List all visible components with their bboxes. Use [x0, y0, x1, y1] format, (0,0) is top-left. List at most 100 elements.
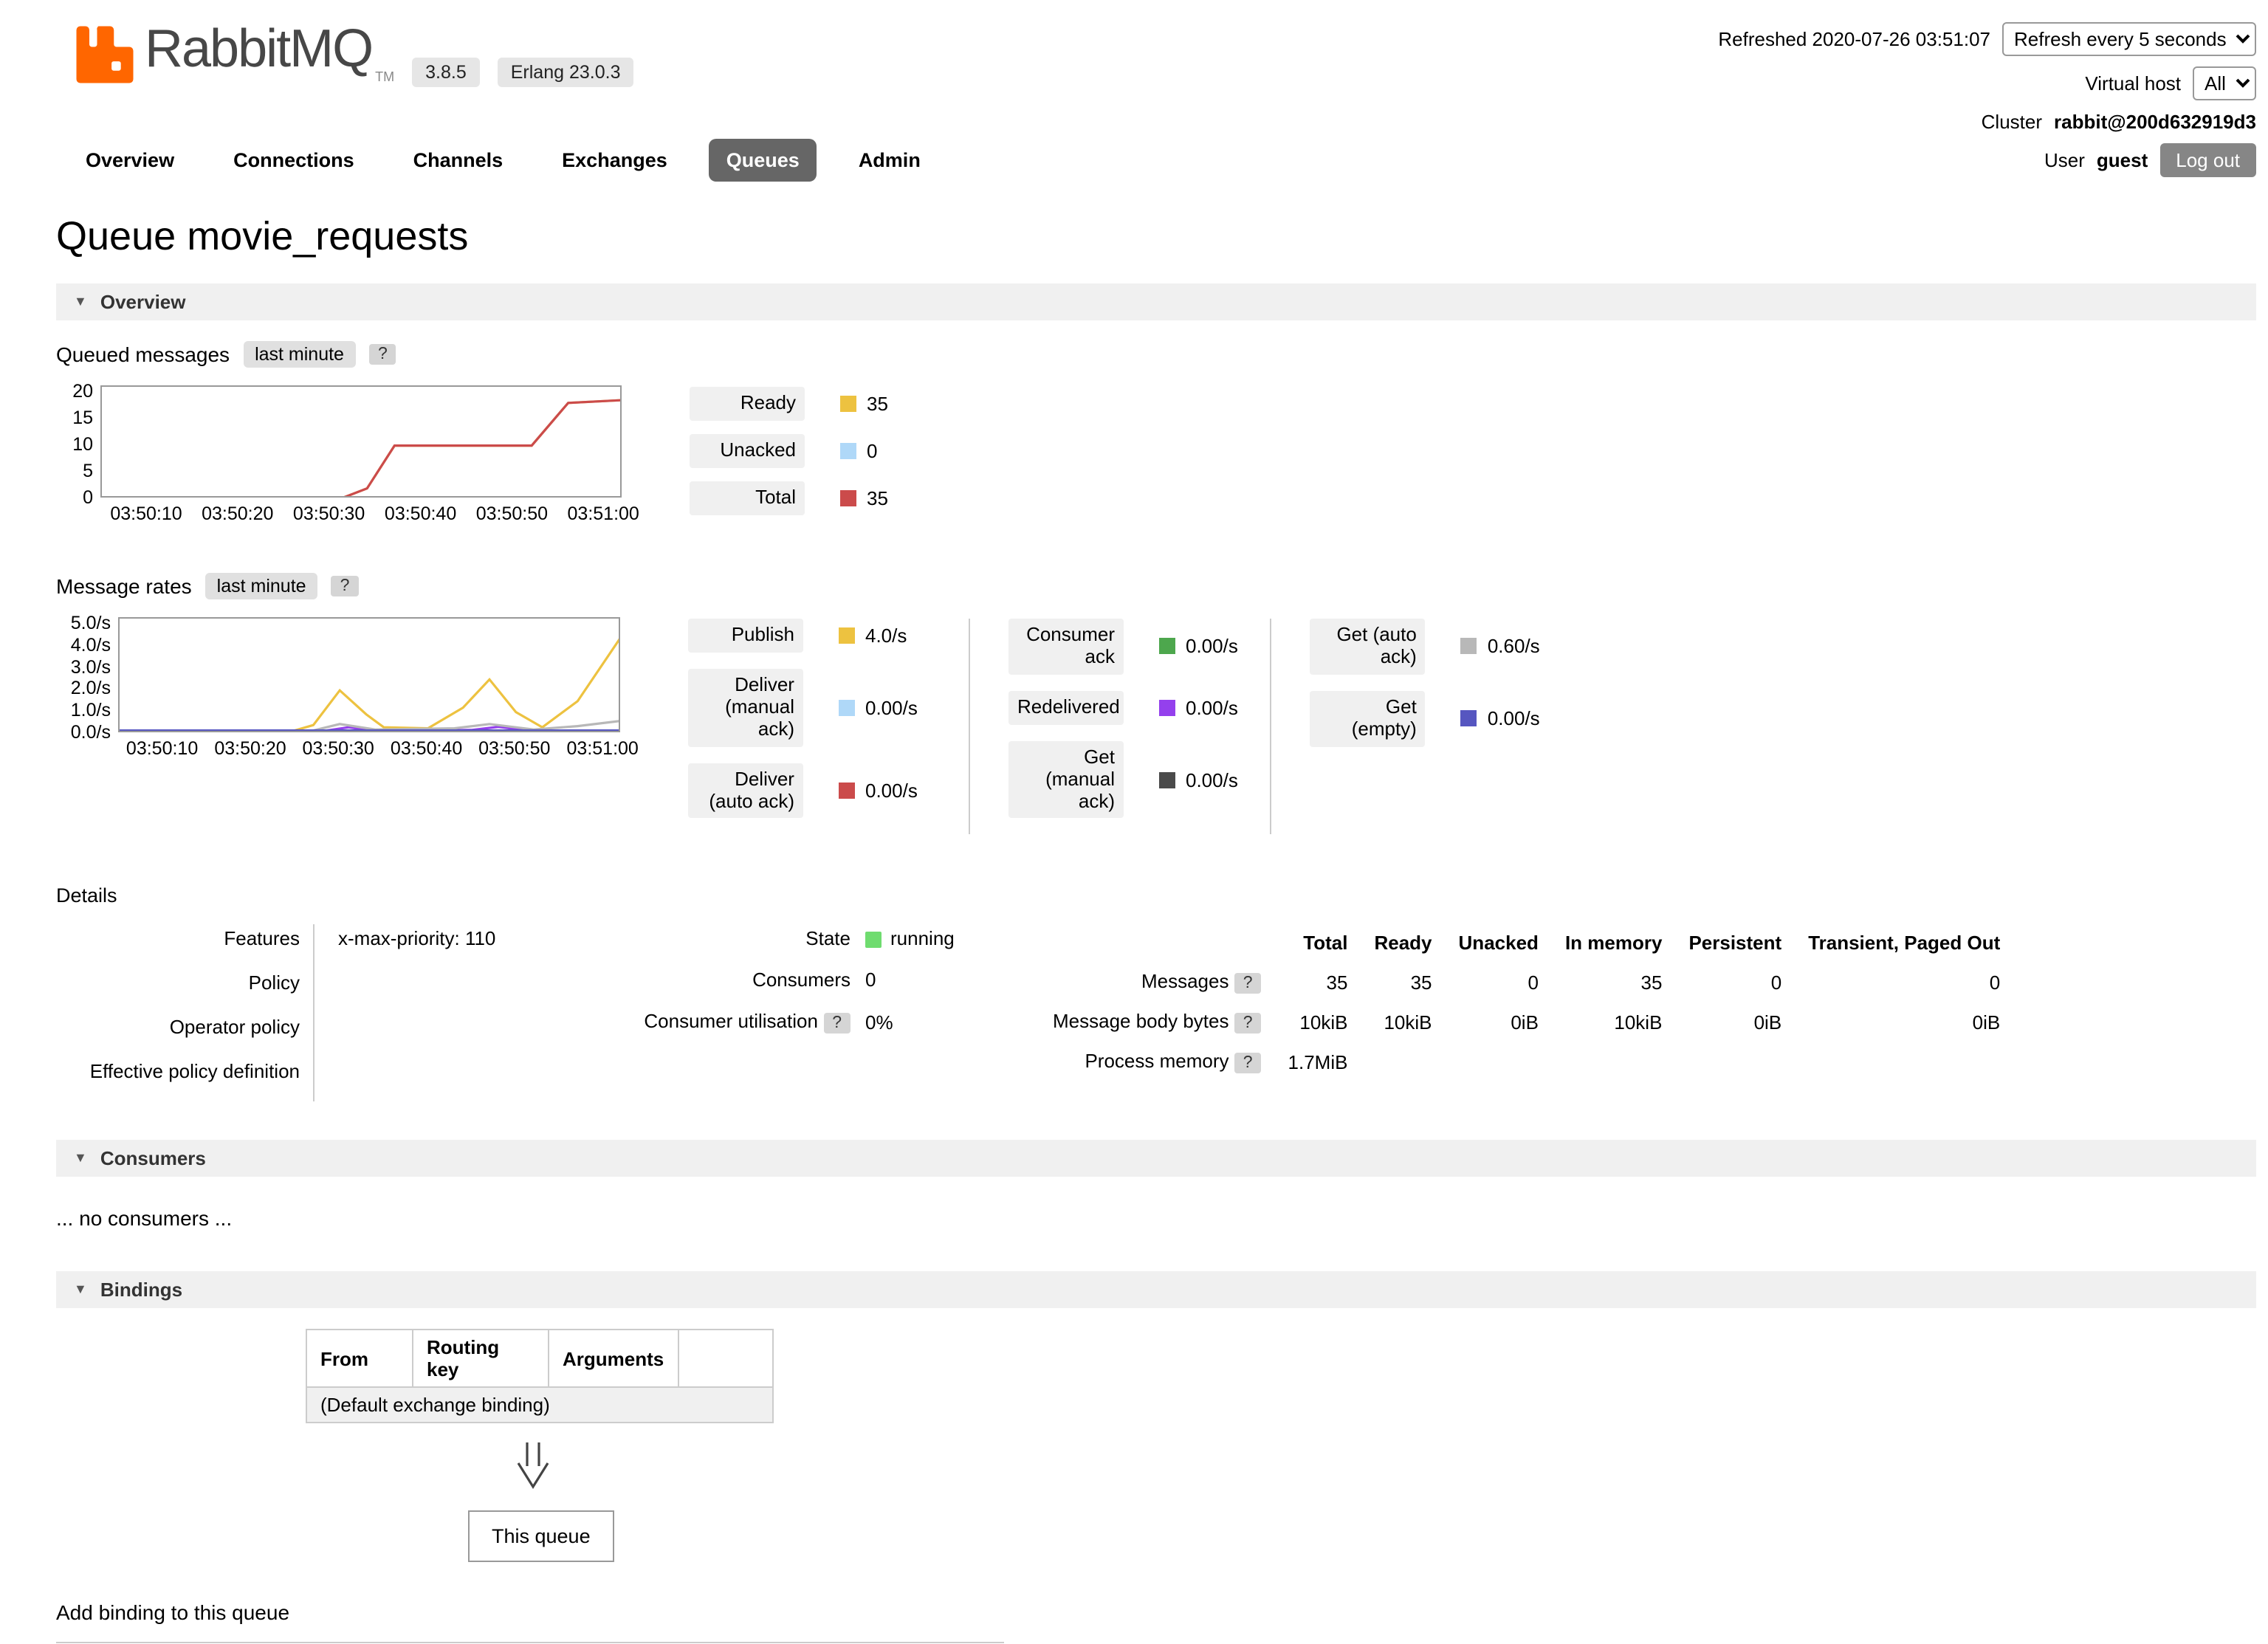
legend-label: Get (auto ack) [1310, 618, 1426, 675]
tab-admin[interactable]: Admin [858, 149, 921, 171]
message-rates-header: Message rates last minute ? [56, 572, 2256, 599]
utilisation-help-icon[interactable]: ? [823, 1013, 850, 1034]
rabbitmq-logo-icon [74, 24, 136, 93]
tab-queues[interactable]: Queues [708, 139, 817, 182]
logout-button[interactable]: Log out [2159, 143, 2256, 177]
legend-swatch [839, 699, 855, 716]
legend-swatch [1460, 638, 1477, 655]
bindings-table: From Routing key Arguments (Default exchan… [306, 1329, 774, 1424]
policy-label: Policy [248, 971, 300, 994]
y-tick-label: 2.0/s [70, 678, 111, 699]
y-tick-label: 1.0/s [70, 700, 111, 721]
x-tick-label: 03:50:40 [390, 737, 463, 759]
stats-row-label: Process memory ? [1040, 1043, 1275, 1083]
queued-chart-x-axis: 03:50:10 03:50:20 03:50:30 03:50:40 03:50:50… [100, 503, 639, 527]
message-rates-label: Message rates [56, 574, 192, 598]
refresh-interval-select[interactable]: Refresh every 5 seconds [2002, 22, 2256, 56]
tab-overview[interactable]: Overview [86, 149, 175, 171]
legend-value: 0.00/s [865, 780, 918, 802]
legend-row: Unacked 0 [690, 433, 888, 468]
queued-chart-plot [100, 385, 622, 498]
rates-chart-legend: Publish 4.0/s Deliver (manual ack) 0.00/s De… [688, 617, 1573, 835]
features-value: x-max-priority: 110 [338, 927, 496, 950]
details-body: Features Policy Operator policy Effectiv… [56, 924, 2256, 1102]
x-tick-label: 03:50:40 [384, 503, 457, 524]
stats-value: 0 [1528, 971, 1539, 994]
rates-chart: 5.0/s 4.0/s 3.0/s 2.0/s 1.0/s 0.0/s 03:50:10 0… [56, 613, 639, 762]
y-tick-label: 4.0/s [70, 634, 111, 656]
legend-swatch [1159, 771, 1175, 788]
stats-header: Total [1303, 932, 1348, 955]
stats-value: 35 [1640, 971, 1663, 994]
collapse-triangle-icon [74, 295, 87, 309]
collapse-triangle-icon [74, 1152, 87, 1166]
stats-value: 1.7MiB [1288, 1050, 1348, 1073]
queue-name: movie_requests [187, 214, 469, 258]
tab-exchanges[interactable]: Exchanges [562, 149, 667, 171]
consumer-utilisation-value: 0% [865, 1011, 893, 1033]
x-tick-label: 03:50:20 [214, 737, 286, 759]
stats-value [1446, 1043, 1552, 1083]
tab-channels[interactable]: Channels [413, 149, 504, 171]
details-title: Details [56, 884, 117, 907]
legend-swatch [1159, 699, 1175, 716]
state-running-swatch [865, 931, 882, 948]
effective-policy-label: Effective policy definition [89, 1060, 300, 1083]
stats-help-icon[interactable]: ? [1234, 973, 1262, 994]
queued-range-badge[interactable]: last minute [243, 341, 356, 368]
rates-range-badge[interactable]: last minute [205, 572, 318, 599]
rates-help-icon[interactable]: ? [331, 575, 359, 596]
legend-value: 35 [867, 392, 888, 415]
section-bindings[interactable]: Bindings [56, 1271, 2256, 1309]
section-bindings-label: Bindings [100, 1279, 183, 1301]
queued-messages-chart-area: 20 15 10 5 0 03:50:10 03:50:20 03:50:30 03:50:4… [56, 380, 2256, 529]
binding-arrow-wrap [306, 1442, 760, 1499]
details-divider [313, 924, 315, 1102]
stats-value: 0iB [1972, 1011, 2001, 1033]
stats-row: Process memory ? 1.7MiB [1040, 1043, 2013, 1083]
down-arrow-icon [517, 1442, 549, 1490]
stats-help-icon[interactable]: ? [1234, 1013, 1262, 1034]
stats-value [1675, 1043, 1795, 1083]
rates-chart-plot [118, 616, 620, 732]
legend-row: Deliver (auto ack) 0.00/s [688, 763, 936, 819]
stats-value: 35 [1326, 971, 1348, 994]
y-tick-label: 5 [83, 460, 93, 481]
default-exchange-binding-row: (Default exchange binding) [306, 1386, 774, 1424]
legend-row: Get (manual ack) 0.00/s [1008, 740, 1238, 819]
y-tick-label: 3.0/s [70, 656, 111, 678]
brand-title: RabbitMQ [145, 18, 374, 78]
user-label: User [2044, 149, 2085, 171]
tab-connections[interactable]: Connections [233, 149, 354, 171]
stats-value: 0iB [1511, 1011, 1539, 1033]
section-overview[interactable]: Overview [56, 283, 2256, 320]
stats-row: Messages ? 35 35 0 35 0 0 [1040, 963, 2013, 1003]
version-badge: 3.8.5 [412, 58, 480, 87]
cluster-label: Cluster [1981, 111, 2043, 133]
y-tick-label: 15 [72, 407, 93, 428]
y-tick-label: 0 [83, 487, 93, 508]
queued-help-icon[interactable]: ? [368, 344, 396, 365]
stats-value [1795, 1043, 2013, 1083]
user-box: User guest Log out [2044, 143, 2256, 177]
state-value: running [865, 925, 955, 955]
vhost-select[interactable]: All [2193, 66, 2256, 100]
details-feature-values: x-max-priority: 110 [315, 925, 499, 1102]
stats-value [1361, 1043, 1445, 1083]
legend-swatch [840, 489, 856, 506]
stats-help-icon[interactable]: ? [1234, 1053, 1262, 1074]
legend-swatch [840, 442, 856, 459]
legend-row: Get (auto ack) 0.60/s [1310, 618, 1540, 675]
cluster-name: rabbit@200d632919d3 [2054, 111, 2256, 133]
refreshed-timestamp: Refreshed 2020-07-26 03:51:07 [1718, 28, 1990, 50]
x-tick-label: 03:51:00 [567, 503, 639, 524]
stats-header: Persistent [1688, 932, 1782, 955]
header: RabbitMQ TM 3.8.5 Erlang 23.0.3 Refreshe… [0, 0, 2268, 133]
legend-swatch [840, 395, 856, 412]
erlang-version-badge: Erlang 23.0.3 [497, 58, 634, 87]
legend-label: Total [690, 481, 805, 515]
legend-row: Total 35 [690, 481, 888, 515]
section-consumers[interactable]: Consumers [56, 1140, 2256, 1177]
no-consumers-text: ... no consumers ... [56, 1206, 233, 1231]
